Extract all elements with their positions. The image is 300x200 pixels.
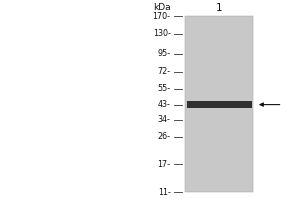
Text: 26-: 26- [158, 132, 171, 141]
Text: 34-: 34- [158, 115, 171, 124]
Bar [185, 16, 253, 192]
Text: 43-: 43- [158, 100, 171, 109]
Text: 55-: 55- [158, 84, 171, 93]
Text: 170-: 170- [153, 12, 171, 21]
Text: 1: 1 [216, 3, 223, 13]
Text: 72-: 72- [158, 67, 171, 76]
Text: 95-: 95- [158, 49, 171, 58]
Text: kDa: kDa [153, 3, 171, 12]
Text: 130-: 130- [153, 29, 171, 38]
Bar [187, 101, 252, 108]
Text: 11-: 11- [158, 188, 171, 197]
Text: 17-: 17- [158, 160, 171, 169]
